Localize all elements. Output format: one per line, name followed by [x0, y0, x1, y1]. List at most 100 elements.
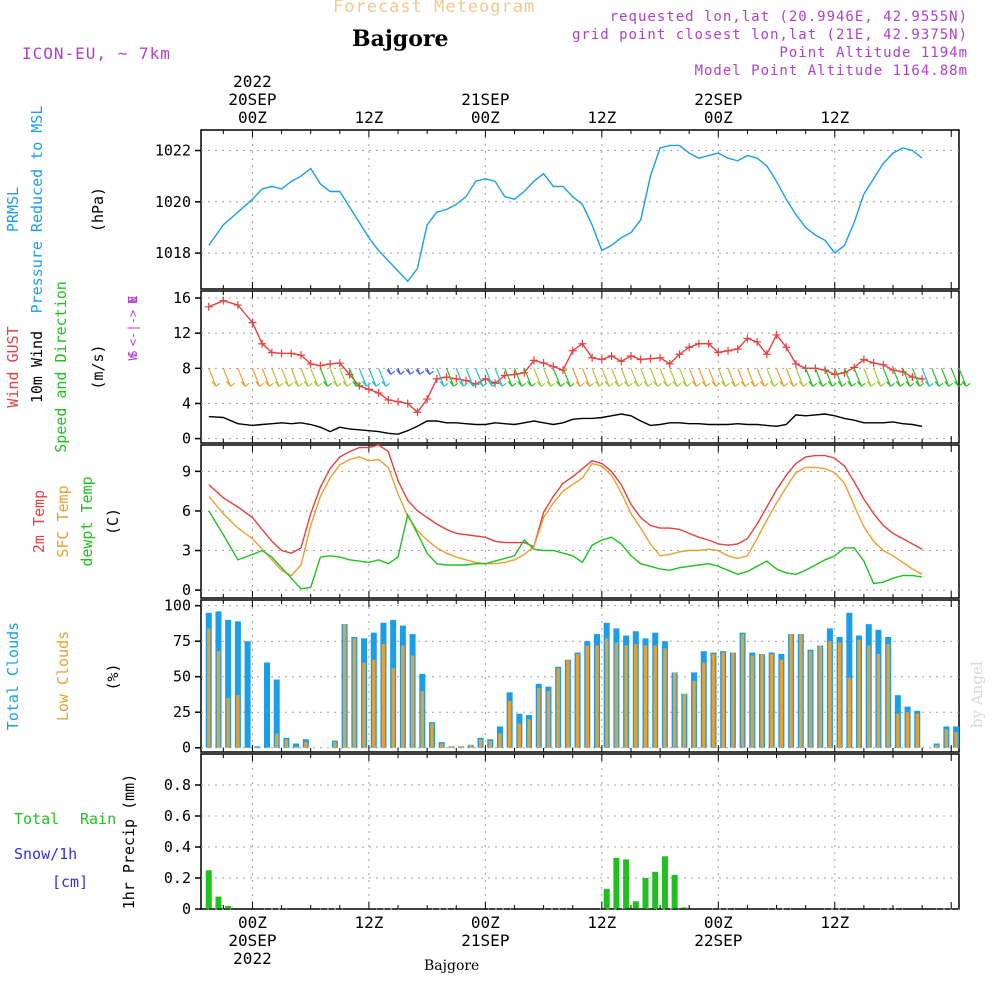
gust-marker: [452, 374, 461, 383]
panel-label: Snow/1h: [14, 845, 77, 863]
gust-marker: [403, 399, 412, 408]
wind-direction-arrow: [465, 368, 478, 387]
gust-marker: [461, 376, 470, 385]
gust-marker: [248, 318, 257, 327]
bar-low-clouds: [653, 645, 657, 748]
bottom-axis-label: 21SEP: [461, 931, 509, 950]
panel-label: Low Clouds: [54, 631, 72, 721]
gust-marker: [879, 360, 888, 369]
gust-marker: [840, 368, 849, 377]
bar-low-clouds: [546, 690, 551, 748]
bottom-axis-label: 00Z: [704, 913, 733, 932]
wind-direction-arrow: [620, 368, 633, 387]
model-label: ICON-EU, ~ 7km: [22, 44, 171, 63]
top-axis-label: 2022: [233, 72, 272, 91]
gust-marker: [306, 359, 315, 368]
gust-marker: [335, 359, 344, 368]
bar-low-clouds: [760, 653, 764, 748]
y-tick-label: 75: [173, 632, 191, 650]
gust-marker: [588, 353, 597, 362]
wind-direction-arrow: [853, 368, 866, 387]
panel-frame: [200, 753, 960, 910]
wind-direction-arrow: [386, 368, 396, 375]
wind-direction-arrow: [208, 368, 221, 387]
gust-marker: [859, 355, 868, 364]
gust-marker: [491, 379, 500, 388]
wind-direction-arrow: [805, 368, 818, 387]
panel-unit: (%): [104, 663, 122, 690]
gust-marker: [568, 346, 577, 355]
wind-direction-arrow: [921, 368, 934, 387]
bar-low-clouds: [236, 695, 240, 748]
bar-low-clouds: [517, 723, 521, 748]
wind-direction-arrow: [698, 368, 711, 387]
panel-label: Speed and Direction: [52, 281, 70, 453]
bar-total-clouds: [254, 746, 261, 748]
y-tick-label: 0: [182, 900, 191, 918]
wind-direction-arrow: [824, 368, 837, 387]
bar-low-clouds: [876, 653, 881, 748]
wind-direction-arrow: [958, 368, 971, 387]
bar-low-clouds: [333, 742, 337, 748]
panel-unit: (hPa): [89, 187, 107, 232]
panel-frame: [200, 444, 960, 599]
wind-direction-arrow: [237, 368, 250, 387]
bar-low-clouds: [391, 668, 395, 748]
bar-low-clouds: [808, 651, 813, 748]
y-tick-label: 0.6: [164, 807, 191, 825]
series-2m-temp: [208, 444, 923, 554]
y-tick-label: 8: [182, 359, 191, 377]
bar-low-clouds: [857, 639, 861, 748]
bar-low-clouds: [837, 642, 842, 748]
bar-low-clouds: [799, 634, 803, 748]
bar-low-clouds: [498, 733, 502, 748]
bar-total-rain: [205, 870, 212, 909]
bar-low-clouds: [207, 628, 211, 748]
top-axis-label: 12Z: [587, 108, 616, 127]
gust-marker: [529, 356, 538, 365]
bottom-axis-label: 12Z: [587, 913, 616, 932]
bar-low-clouds: [537, 688, 541, 748]
bar-low-clouds: [789, 634, 793, 748]
wind-direction-arrow: [581, 368, 594, 387]
bar-total-clouds: [273, 679, 280, 748]
wind-direction-arrow: [319, 368, 332, 387]
wind-direction-arrow: [339, 368, 352, 387]
gust-marker: [442, 373, 451, 382]
gridpoint-coords: grid point closest lon,lat (21E, 42.9375…: [571, 27, 968, 43]
requested-coords: requested lon,lat (20.9946E, 42.9555N): [609, 9, 968, 25]
wind-direction-arrow: [494, 368, 507, 387]
gust-marker: [597, 355, 606, 364]
wind-direction-arrow: [940, 368, 954, 387]
bar-total-rain: [623, 859, 630, 909]
gust-marker: [287, 349, 296, 358]
bar-low-clouds: [779, 659, 784, 748]
bottom-axis-label: 12Z: [820, 913, 849, 932]
bar-low-clouds: [672, 672, 677, 748]
gust-marker: [374, 388, 383, 397]
y-tick-label: 0.2: [164, 869, 191, 887]
bar-low-clouds: [614, 642, 619, 748]
wind-direction-arrow: [533, 368, 546, 387]
bar-low-clouds: [575, 653, 580, 748]
bar-low-clouds: [770, 653, 774, 748]
gust-marker: [685, 343, 694, 352]
gust-marker: [617, 357, 626, 366]
wind-direction-arrow: [300, 368, 313, 387]
series-prmsl: [208, 144, 923, 283]
top-axis-label: 00Z: [704, 108, 733, 127]
wind-direction-arrow: [368, 368, 381, 387]
wind-direction-arrow: [911, 368, 924, 387]
gust-marker: [432, 374, 441, 383]
bar-low-clouds: [507, 700, 512, 748]
bar-low-clouds: [750, 655, 754, 748]
bar-low-clouds: [294, 746, 298, 748]
top-axis-label: 20SEP: [228, 90, 276, 109]
bar-total-rain: [225, 905, 232, 909]
wind-direction-arrow: [601, 368, 614, 387]
bar-low-clouds: [342, 624, 347, 748]
wind-direction-arrow: [261, 368, 274, 387]
bar-low-clouds: [440, 743, 444, 748]
